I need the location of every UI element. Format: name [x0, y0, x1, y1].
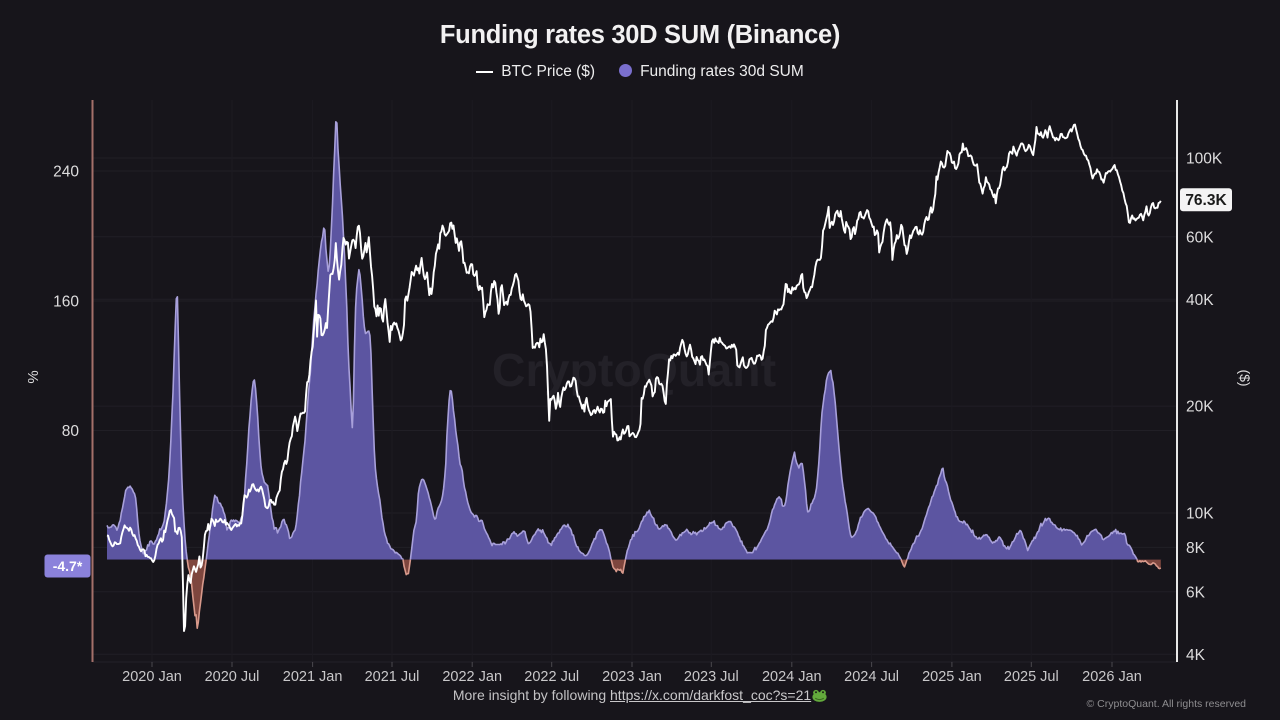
svg-text:240: 240 — [53, 164, 79, 181]
svg-text:4K: 4K — [1186, 647, 1206, 664]
svg-text:2022 Jan: 2022 Jan — [442, 669, 502, 685]
svg-text:8K: 8K — [1186, 540, 1206, 557]
svg-text:2026 Jan: 2026 Jan — [1082, 669, 1142, 685]
svg-text:60K: 60K — [1186, 229, 1214, 246]
svg-text:160: 160 — [53, 294, 79, 311]
svg-text:($): ($) — [1237, 369, 1253, 386]
svg-text:2023 Jul: 2023 Jul — [684, 669, 739, 685]
svg-text:2025 Jul: 2025 Jul — [1004, 669, 1059, 685]
svg-text:%: % — [25, 370, 42, 383]
svg-text:76.3K: 76.3K — [1185, 192, 1227, 209]
svg-text:2020 Jan: 2020 Jan — [122, 669, 182, 685]
svg-text:2021 Jan: 2021 Jan — [283, 669, 343, 685]
svg-text:2020 Jul: 2020 Jul — [205, 669, 260, 685]
svg-text:100K: 100K — [1186, 151, 1223, 168]
svg-text:6K: 6K — [1186, 584, 1206, 601]
svg-text:2022 Jul: 2022 Jul — [524, 669, 579, 685]
svg-text:40K: 40K — [1186, 292, 1214, 309]
svg-text:CryptoQuant: CryptoQuant — [492, 344, 776, 396]
svg-text:80: 80 — [62, 423, 80, 440]
svg-text:20K: 20K — [1186, 399, 1214, 416]
svg-text:-4.7*: -4.7* — [53, 558, 83, 574]
svg-text:2024 Jul: 2024 Jul — [844, 669, 899, 685]
svg-text:10K: 10K — [1186, 506, 1214, 523]
svg-text:2025 Jan: 2025 Jan — [922, 669, 982, 685]
svg-text:2021 Jul: 2021 Jul — [365, 669, 420, 685]
svg-text:2023 Jan: 2023 Jan — [602, 669, 662, 685]
svg-text:2024 Jan: 2024 Jan — [762, 669, 822, 685]
